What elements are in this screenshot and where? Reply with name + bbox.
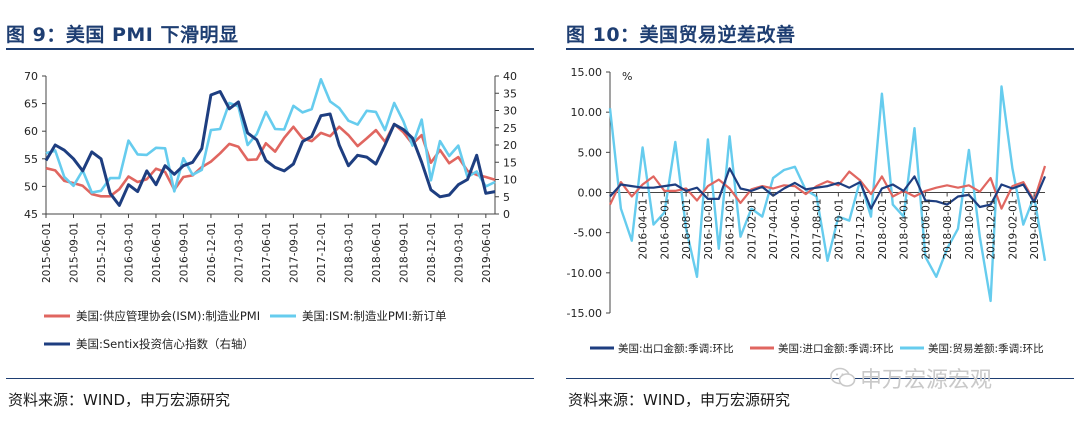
y-tick-label-left: 65 [24,98,38,111]
y-tick-label-right: 0 [503,208,510,221]
x-tick-label: 2017-10-01 [833,199,845,260]
x-tick-label: 2016-08-01 [681,199,693,260]
x-tick-label: 2018-06-01 [371,222,383,283]
y-tick-label: -5.00 [574,227,602,240]
x-tick-label: 2016-03-01 [123,222,135,283]
panel-trade: 图 10：美国贸易逆差改善 % -15.00 -10.00 -5.00 0.00 5.00… [560,0,1080,423]
y-tick-label-right: 35 [503,87,517,100]
title-divider [566,48,1074,50]
panel-pmi: 图 9：美国 PMI 下滑明显 45 50 55 60 65 70 0 5 10 15 20 25 30… [6,24,534,409]
source-divider [6,378,534,379]
x-tick-label: 2018-12-01 [986,199,998,260]
y-tick-label-right: 40 [503,70,517,83]
x-tick-label: 2018-02-01 [877,199,889,260]
x-tick-label: 2016-12-01 [206,222,218,283]
series-line [45,122,496,198]
legend-label: 美国:进口金额:季调:环比 [778,342,894,355]
y-tick-label-right: 25 [503,122,517,135]
pmi-chart: 45 50 55 60 65 70 0 5 10 15 20 25 30 35 40 2015-06-01 20… [24,70,517,351]
wechat-icon [830,367,856,387]
x-tick-label: 2019-03-01 [453,222,465,283]
series-line [45,77,496,194]
y-tick-label-right: 30 [503,105,517,118]
x-tick-label: 2016-09-01 [178,222,190,283]
x-tick-label: 2015-06-01 [41,222,53,283]
x-tick-label: 2017-06-01 [790,199,802,260]
y-tick-label-right: 20 [503,139,517,152]
y-tick-label-right: 15 [503,156,517,169]
x-tick-label: 2017-03-01 [233,222,245,283]
y-tick-label: 0.00 [578,187,603,200]
source-divider [566,378,1074,379]
series-line [609,165,1047,210]
x-tick-label: 2018-12-01 [426,222,438,283]
x-tick-label: 2016-12-01 [725,199,737,260]
chart-title-trade: 图 10：美国贸易逆差改善 [566,24,796,46]
watermark-text: 申万宏源宏观 [860,368,993,393]
chart-title-pmi: 图 9：美国 PMI 下滑明显 [6,24,239,46]
x-tick-label: 2019-04-01 [1029,199,1041,260]
y-tick-label-right: 5 [503,191,510,204]
x-tick-label: 2018-06-01 [920,199,932,260]
y-tick-label: 5.00 [578,146,603,159]
legend-label: 美国:贸易差额:季调:环比 [928,342,1044,355]
x-tick-label: 2015-12-01 [96,222,108,283]
x-tick-label: 2018-04-01 [899,199,911,260]
x-tick-label: 2017-06-01 [261,222,273,283]
source-note: 资料来源：WIND，申万宏源研究 [8,391,231,409]
x-tick-label: 2018-10-01 [964,199,976,260]
y-unit-label: % [622,70,632,83]
x-tick-label: 2017-02-01 [746,199,758,260]
y-tick-label: 10.00 [571,106,603,119]
y-tick-label-left: 50 [24,180,38,193]
y-tick-label-left: 70 [24,70,38,83]
x-tick-label: 2016-06-01 [151,222,163,283]
x-tick-label: 2019-02-01 [1007,199,1019,260]
y-tick-label-left: 45 [24,208,38,221]
x-tick-label: 2018-08-01 [942,199,954,260]
series-line [44,90,496,207]
x-tick-label: 2016-04-01 [638,199,650,260]
x-tick-label: 2016-06-01 [659,199,671,260]
x-tick-label: 2017-12-01 [316,222,328,283]
title-divider [6,48,534,50]
trade-chart: % -15.00 -10.00 -5.00 0.00 5.00 10.00 15.00 2016… [567,66,1047,355]
series-line [608,85,1047,303]
y-tick-label: -15.00 [567,307,602,320]
y-tick-label-right: 10 [503,174,517,187]
legend-label: 美国:供应管理协会(ISM):制造业PMI [76,309,260,323]
watermark: 申万宏源宏观 [830,362,992,394]
x-tick-label: 2018-09-01 [398,222,410,283]
source-note: 资料来源：WIND，申万宏源研究 [568,391,791,409]
legend-label: 美国:ISM:制造业PMI:新订单 [302,309,447,323]
x-tick-label: 2017-09-01 [288,222,300,283]
y-tick-label-left: 55 [24,153,38,166]
y-tick-label: 15.00 [571,66,603,79]
legend-label: 美国:出口金额:季调:环比 [618,342,734,355]
x-tick-label: 2016-10-01 [703,199,715,260]
x-tick-label: 2018-03-01 [343,222,355,283]
x-tick-label: 2017-12-01 [855,199,867,260]
y-tick-label: -10.00 [567,267,602,280]
x-tick-label: 2019-06-01 [481,222,493,283]
x-tick-label: 2015-09-01 [68,222,80,283]
y-tick-label-left: 60 [24,125,38,138]
x-tick-label: 2017-08-01 [812,199,824,260]
legend-label: 美国:Sentix投资信心指数（右轴） [76,337,254,351]
series-line [609,167,1047,210]
x-tick-label: 2017-04-01 [768,199,780,260]
